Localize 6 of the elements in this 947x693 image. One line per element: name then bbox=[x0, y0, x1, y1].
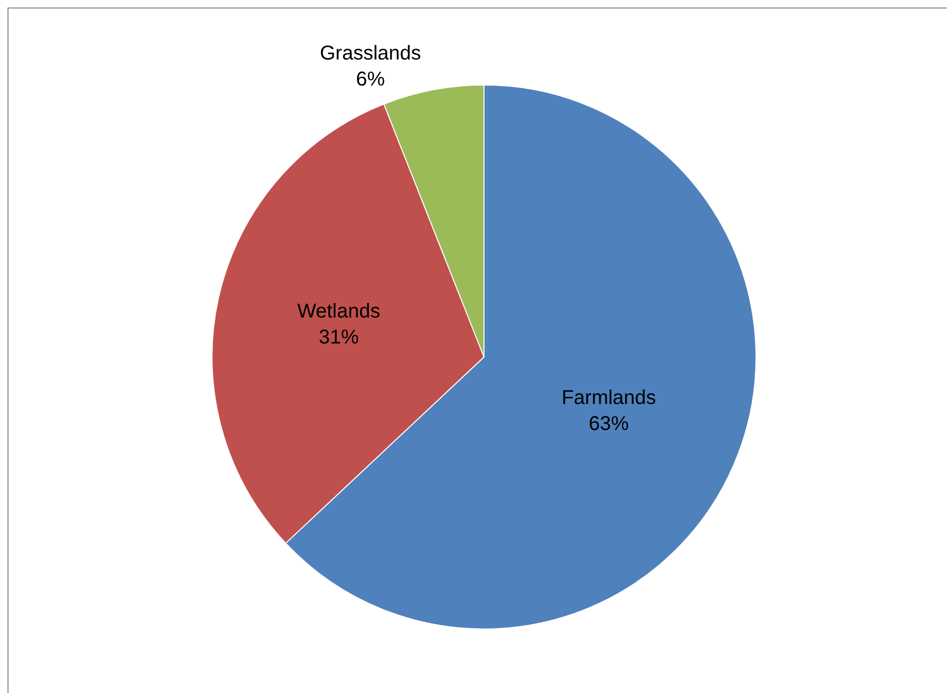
data-label: 6% bbox=[356, 68, 386, 91]
data-label: 31% bbox=[318, 326, 359, 349]
slice-label: Wetlands bbox=[297, 300, 380, 323]
data-label: 63% bbox=[588, 413, 630, 436]
slice-label: Farmlands bbox=[562, 387, 656, 410]
slice-label: Grasslands bbox=[320, 42, 422, 65]
